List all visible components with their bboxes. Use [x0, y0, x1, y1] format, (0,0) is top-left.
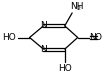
Text: O: O: [94, 33, 101, 42]
Text: N: N: [90, 33, 96, 42]
Text: N: N: [40, 45, 47, 54]
Text: HO: HO: [58, 64, 72, 73]
Text: N: N: [40, 21, 47, 30]
Text: HO: HO: [2, 33, 16, 42]
Text: 2: 2: [77, 6, 81, 11]
Text: NH: NH: [70, 2, 83, 11]
